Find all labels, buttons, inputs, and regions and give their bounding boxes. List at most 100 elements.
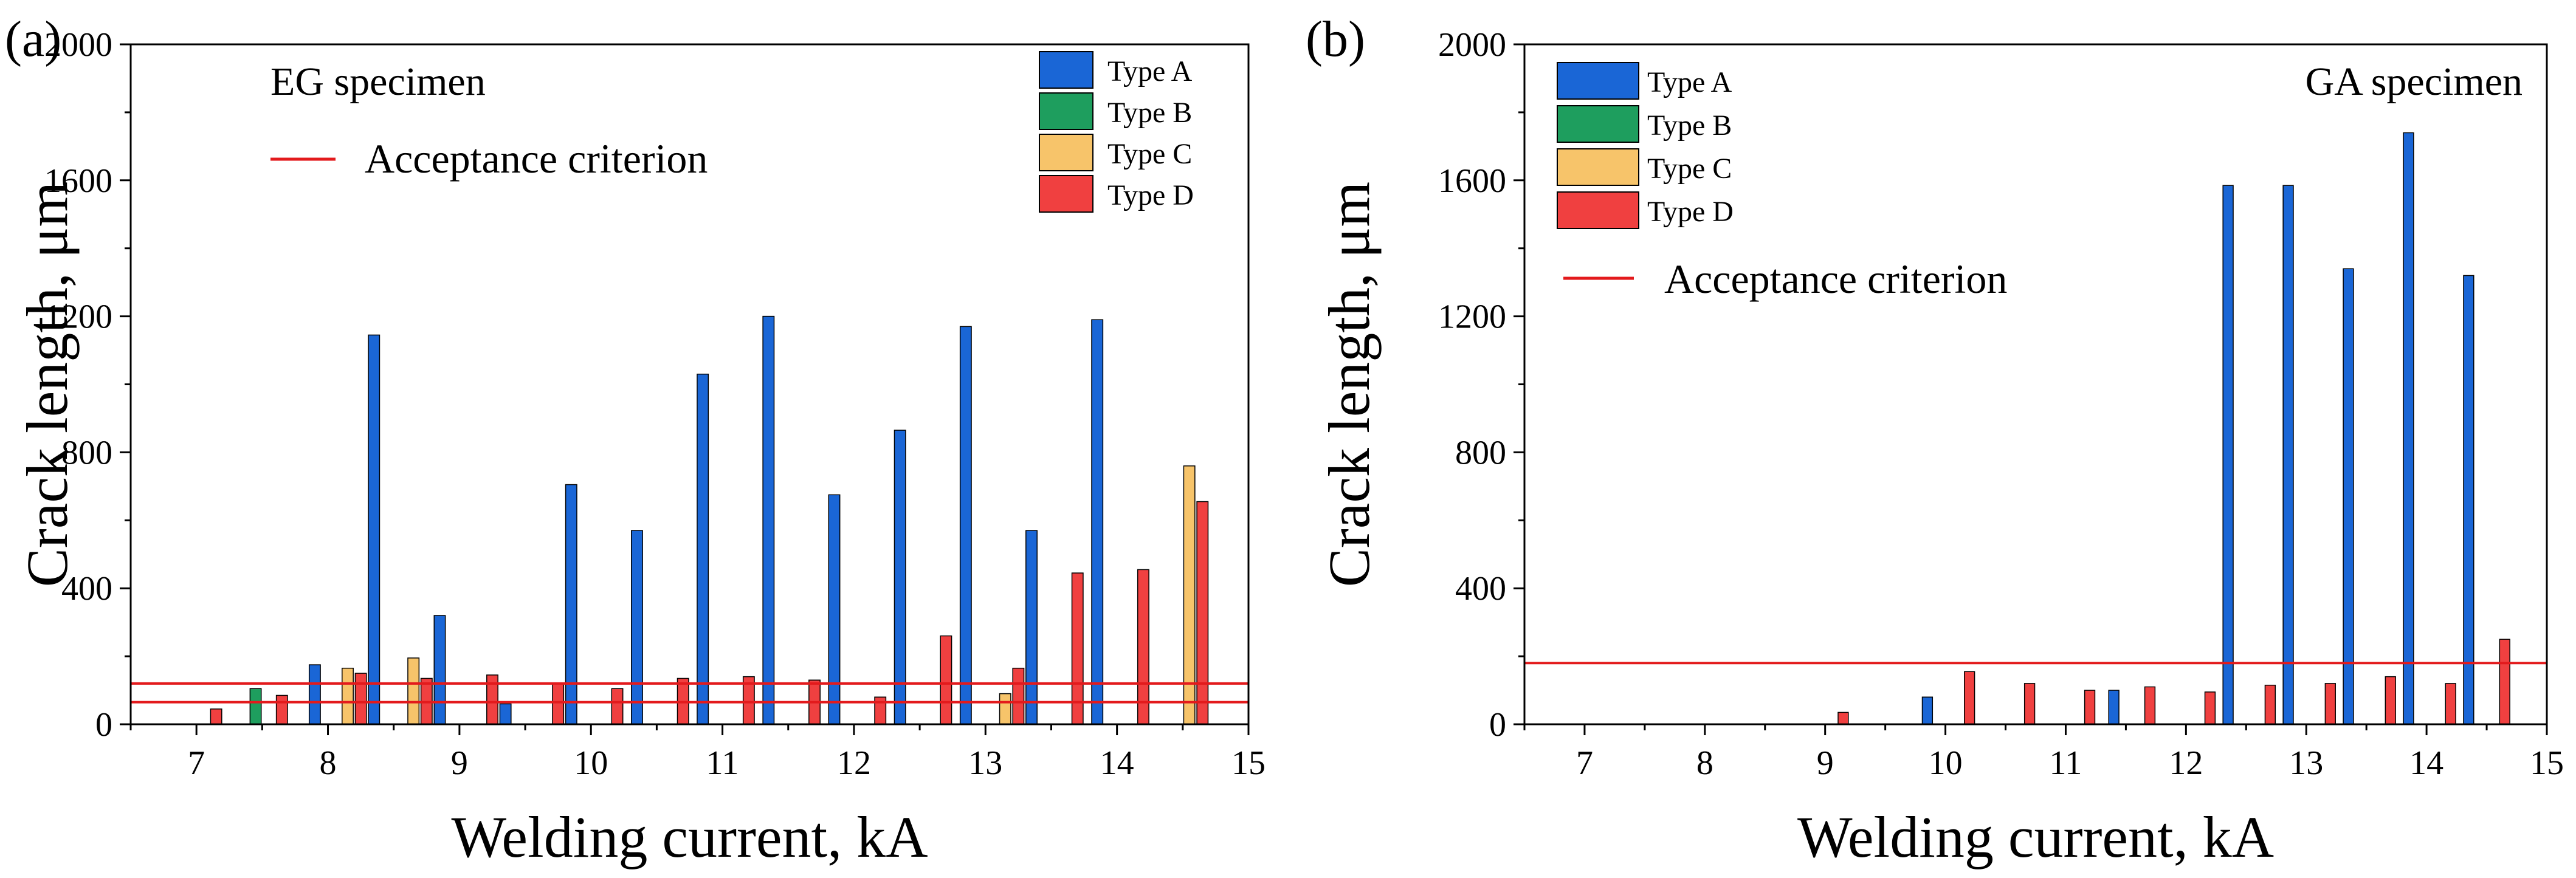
legend-label-type-d: Type D (1107, 179, 1194, 211)
y-axis-title: Crack length, μm (15, 182, 80, 587)
bar-type-c-1 (407, 657, 420, 725)
bar-type-a-0 (1921, 696, 1934, 725)
y-tick-label: 0 (1489, 706, 1506, 744)
bar-type-a-2 (2222, 185, 2234, 725)
bar-type-d-12 (1012, 667, 1025, 725)
y-tick-label: 400 (61, 570, 112, 608)
legend-label-type-d: Type D (1647, 196, 1734, 228)
x-tick-label: 14 (2409, 744, 2443, 782)
legend-label-type-b: Type B (1107, 97, 1192, 129)
bar-type-c-2 (999, 693, 1011, 725)
y-tick-label: 2000 (44, 26, 112, 64)
bar-type-d-4 (2144, 686, 2156, 725)
bar-type-a-6 (2463, 275, 2474, 725)
legend-swatch-type-b (1039, 92, 1093, 130)
bar-type-d-10 (2499, 639, 2510, 725)
chart-panel-a: 0 400 800 1200 1600 2000 7 8 9 10 11 12 13 14 15 Weldin… (5, 11, 1266, 869)
x-tick-label: 9 (451, 744, 468, 782)
bar-type-a-5 (2403, 132, 2414, 725)
panel-label: (a) (5, 11, 61, 67)
bar-type-d-2 (2023, 683, 2036, 725)
y-tick-label: 400 (1455, 570, 1506, 608)
y-tick-label: 800 (1455, 434, 1506, 472)
bar-type-d-1 (275, 695, 288, 725)
bar-type-a-4 (2343, 268, 2354, 725)
bar-type-a-5 (631, 530, 643, 725)
x-axis-title: Welding current, kA (1797, 804, 2274, 869)
x-tick-label: 9 (1817, 744, 1834, 782)
x-tick-label: 7 (188, 744, 205, 782)
bar-type-c-3 (1183, 465, 1196, 725)
legend-label-type-a: Type A (1647, 66, 1732, 98)
x-tick-label: 10 (1929, 744, 1963, 782)
bar-type-a-4 (565, 484, 577, 725)
x-tick-label: 8 (320, 744, 337, 782)
y-tick-label: 2000 (1438, 26, 1506, 64)
legend-swatch-type-a (1557, 62, 1639, 100)
legend-label-type-c: Type C (1107, 138, 1192, 170)
bar-type-a-8 (828, 494, 841, 725)
specimen-title: GA specimen (2306, 60, 2523, 104)
bar-type-c-0 (342, 667, 354, 725)
x-tick-label: 7 (1576, 744, 1593, 782)
x-tick-label: 13 (968, 744, 1002, 782)
panel-label: (b) (1306, 11, 1365, 67)
bar-type-a-7 (762, 315, 775, 725)
bar-type-d-2 (354, 673, 367, 725)
y-axis-title: Crack length, μm (1317, 182, 1382, 587)
bar-type-d-1 (1964, 671, 1975, 725)
bar-type-d-5 (2204, 691, 2216, 725)
y-tick-label: 1600 (1438, 162, 1506, 200)
plot-frame (1523, 43, 2548, 725)
bar-type-d-3 (2084, 690, 2096, 725)
legend-swatch-type-a (1039, 51, 1093, 89)
bar-type-d-11 (940, 635, 952, 725)
bar-type-a-12 (1091, 319, 1104, 725)
bar-type-d-15 (1196, 501, 1209, 725)
x-tick-label: 15 (1231, 744, 1266, 782)
legend-swatch-type-d (1557, 191, 1639, 229)
bar-type-a-1 (368, 334, 381, 725)
bar-type-a-11 (1025, 530, 1038, 725)
legend-swatch-type-c (1557, 148, 1639, 186)
y-tick-label: 0 (95, 706, 112, 744)
x-axis-title: Welding current, kA (451, 804, 928, 869)
x-tick-label: 12 (2169, 744, 2203, 782)
x-tick-label: 11 (706, 744, 739, 782)
bar-type-a-3 (2282, 185, 2294, 725)
bar-type-a-10 (959, 326, 972, 725)
bar-type-b-0 (249, 688, 262, 725)
bar-type-a-2 (433, 615, 446, 725)
bar-type-a-9 (894, 430, 906, 725)
legend-swatch-type-d (1039, 175, 1093, 213)
bar-type-d-5 (552, 683, 565, 725)
legend-label-type-c: Type C (1647, 153, 1732, 185)
legend-label-type-b: Type B (1647, 109, 1732, 142)
legend-swatch-type-c (1039, 134, 1093, 171)
x-tick-label: 11 (2050, 744, 2082, 782)
bar-type-d-7 (2324, 683, 2336, 725)
x-tick-label: 15 (2530, 744, 2564, 782)
x-tick-label: 12 (837, 744, 871, 782)
bar-type-a-0 (308, 664, 321, 725)
bar-type-d-8 (2385, 676, 2396, 725)
legend-swatch-type-b (1557, 105, 1639, 143)
y-tick-label: 1600 (44, 162, 112, 200)
x-tick-label: 13 (2289, 744, 2323, 782)
bar-type-d-0 (1837, 712, 1849, 725)
specimen-title: EG specimen (270, 60, 486, 104)
y-tick-label: 800 (61, 434, 112, 472)
legend-acceptance-label: Acceptance criterion (1664, 256, 2007, 302)
x-tick-label: 8 (1696, 744, 1713, 782)
bar-type-a-1 (2108, 690, 2120, 725)
bar-type-d-6 (2264, 684, 2276, 725)
legend-label-type-a: Type A (1107, 55, 1193, 87)
bar-type-a-3 (499, 703, 512, 725)
bar-type-d-6 (611, 688, 624, 725)
y-tick-label: 1200 (44, 298, 112, 336)
bar-type-d-9 (2445, 683, 2456, 725)
x-tick-label: 10 (574, 744, 608, 782)
bar-type-d-0 (210, 708, 222, 725)
bar-type-a-6 (697, 373, 709, 725)
